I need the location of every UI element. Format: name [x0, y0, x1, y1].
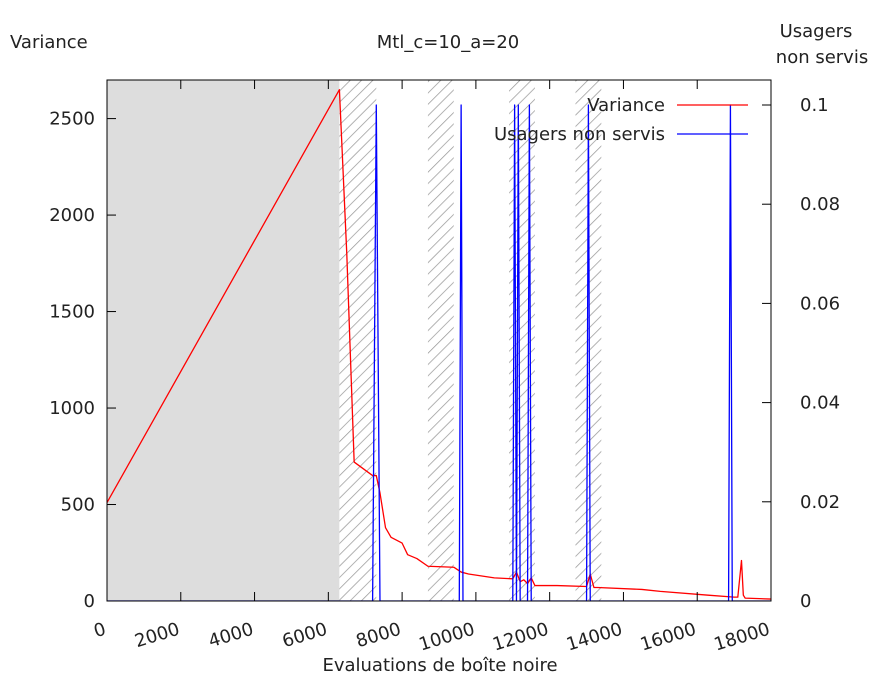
y-left-tick-label: 2500 — [49, 109, 95, 130]
hatched-region-0 — [339, 80, 377, 601]
chart-title: Mtl_c=10_a=20 — [377, 32, 520, 53]
plot-frame — [106, 79, 772, 602]
y-right-tick-label: 0.04 — [800, 393, 840, 414]
x-tick-label: 10000 — [416, 619, 477, 656]
legend-label-usagers-non-servis: Usagers non servis — [494, 124, 665, 145]
y-right-tick-label: 0.08 — [800, 194, 840, 215]
legend: Variance Usagers non servis — [494, 95, 748, 145]
x-tick-label: 8000 — [354, 619, 404, 652]
series-layer — [107, 89, 771, 601]
y-right-tick-label: 0.1 — [800, 95, 829, 116]
y-left-tick-label: 1000 — [49, 398, 95, 419]
background-regions — [107, 80, 602, 601]
shaded-region — [107, 80, 340, 601]
y-right-axis-title-line2: non servis — [776, 47, 868, 68]
x-tick-label: 16000 — [638, 619, 699, 656]
y-right-tick-label: 0.06 — [800, 293, 840, 314]
y-left-axis-title: Variance — [10, 32, 88, 53]
x-axis-title: Evaluations de boîte noire — [322, 655, 557, 676]
x-tick-label: 14000 — [564, 619, 625, 656]
x-tick-label: 0 — [91, 619, 108, 642]
series-line-variance — [107, 89, 771, 600]
x-tick-label: 6000 — [280, 619, 330, 652]
x-tick-label: 18000 — [712, 619, 773, 656]
y-left-tick-label: 0 — [84, 591, 95, 612]
y-left-tick-label: 500 — [61, 495, 95, 516]
y-right-tick-label: 0 — [800, 591, 811, 612]
x-tick-label: 12000 — [490, 619, 551, 656]
x-tick-label: 4000 — [206, 619, 256, 652]
y-right-tick-label: 0.02 — [800, 492, 840, 513]
y-right-axis-title-line1: Usagers — [780, 21, 853, 42]
x-tick-label: 2000 — [132, 619, 182, 652]
y-left-tick-label: 1500 — [49, 302, 95, 323]
series-line-usagers-non-servis — [107, 104, 771, 601]
hatched-region-1 — [427, 80, 454, 601]
y-left-tick-label: 2000 — [49, 205, 95, 226]
legend-label-variance: Variance — [587, 95, 665, 116]
